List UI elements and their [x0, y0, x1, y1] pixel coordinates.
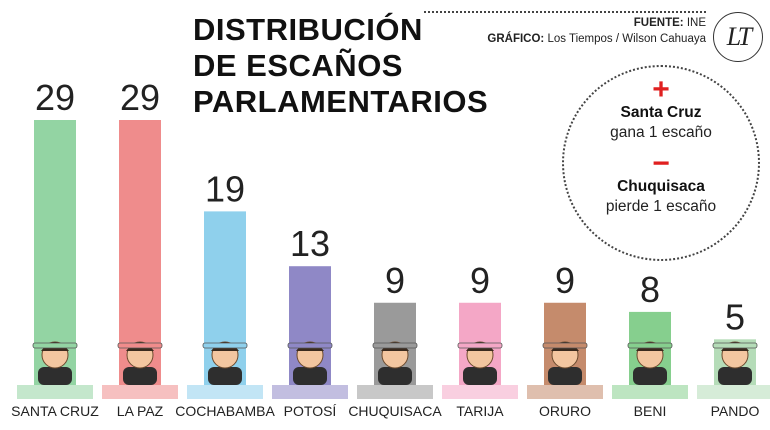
chart-title: DISTRIBUCIÓN DE ESCAÑOS PARLAMENTARIOS: [193, 12, 488, 120]
value-label-santa-cruz: 29: [35, 77, 75, 118]
figure-hat-beni: [627, 342, 673, 349]
value-label-cochabamba: 19: [205, 168, 245, 209]
figure-body-pando: [718, 367, 752, 385]
figure-body-chuquisaca: [378, 367, 412, 385]
plus-icon: +: [652, 73, 670, 106]
source-label: FUENTE:: [633, 17, 684, 29]
category-label-beni: BENI: [634, 403, 667, 419]
minus-icon: −: [652, 147, 670, 180]
category-label-cochabamba: COCHABAMBA: [175, 403, 275, 419]
bar-santa-cruz: [34, 120, 76, 385]
title-line-2: DE ESCAÑOS: [193, 48, 403, 83]
value-label-pando: 5: [725, 296, 745, 337]
figure-hat-chuquisaca: [372, 342, 418, 349]
figure-hat-la-paz: [117, 342, 163, 349]
figure-hat-oruro: [542, 342, 588, 349]
base-pando: [697, 385, 770, 399]
graphic-value: Los Tiempos / Wilson Cahuaya: [547, 33, 706, 45]
title-line-3: PARLAMENTARIOS: [193, 84, 489, 119]
bar-la-paz: [119, 120, 161, 385]
graphic-credit: GRÁFICO: Los Tiempos / Wilson Cahuaya: [424, 31, 706, 47]
category-label-santa-cruz: SANTA CRUZ: [11, 403, 99, 419]
figure-body-santa-cruz: [38, 367, 72, 385]
base-oruro: [527, 385, 603, 399]
base-chuquisaca: [357, 385, 433, 399]
category-label-pando: PANDO: [711, 403, 760, 419]
value-label-oruro: 9: [555, 260, 575, 301]
loss-region: Chuquisaca: [617, 178, 705, 195]
logo-text: LT: [726, 22, 752, 51]
gain-text: gana 1 escaño: [610, 124, 712, 141]
figure-body-cochabamba: [208, 367, 242, 385]
category-label-la-paz: LA PAZ: [117, 403, 164, 419]
seat-change-note: + Santa Cruz gana 1 escaño − Chuquisaca …: [562, 65, 760, 261]
title-line-1: DISTRIBUCIÓN: [193, 12, 423, 47]
value-label-la-paz: 29: [120, 77, 160, 118]
source-value: INE: [686, 17, 706, 29]
category-label-oruro: ORURO: [539, 403, 591, 419]
category-label-tarija: TARIJA: [456, 403, 504, 419]
figure-body-tarija: [463, 367, 497, 385]
figure-body-beni: [633, 367, 667, 385]
category-label-chuquisaca: CHUQUISACA: [348, 403, 442, 419]
graphic-label: GRÁFICO:: [487, 33, 545, 45]
value-label-beni: 8: [640, 269, 660, 310]
figure-hat-pando: [712, 342, 758, 349]
value-label-chuquisaca: 9: [385, 260, 405, 301]
figure-hat-tarija: [457, 342, 503, 349]
base-cochabamba: [187, 385, 263, 399]
source-credit: FUENTE: INE: [424, 15, 706, 31]
base-tarija: [442, 385, 518, 399]
credits-block: FUENTE: INE GRÁFICO: Los Tiempos / Wilso…: [424, 11, 706, 47]
base-santa-cruz: [17, 385, 93, 399]
figure-hat-potosi: [287, 342, 333, 349]
base-potosi: [272, 385, 348, 399]
value-label-potosi: 13: [290, 223, 330, 264]
loss-text: pierde 1 escaño: [605, 198, 717, 215]
figure-body-la-paz: [123, 367, 157, 385]
figure-hat-cochabamba: [202, 342, 248, 349]
figure-body-oruro: [548, 367, 582, 385]
category-label-potosi: POTOSÍ: [284, 403, 337, 419]
base-la-paz: [102, 385, 178, 399]
value-label-tarija: 9: [470, 260, 490, 301]
los-tiempos-logo: LT: [713, 12, 763, 62]
gain-region: Santa Cruz: [620, 104, 702, 121]
figure-hat-santa-cruz: [32, 342, 78, 349]
figure-body-potosi: [293, 367, 327, 385]
base-beni: [612, 385, 688, 399]
